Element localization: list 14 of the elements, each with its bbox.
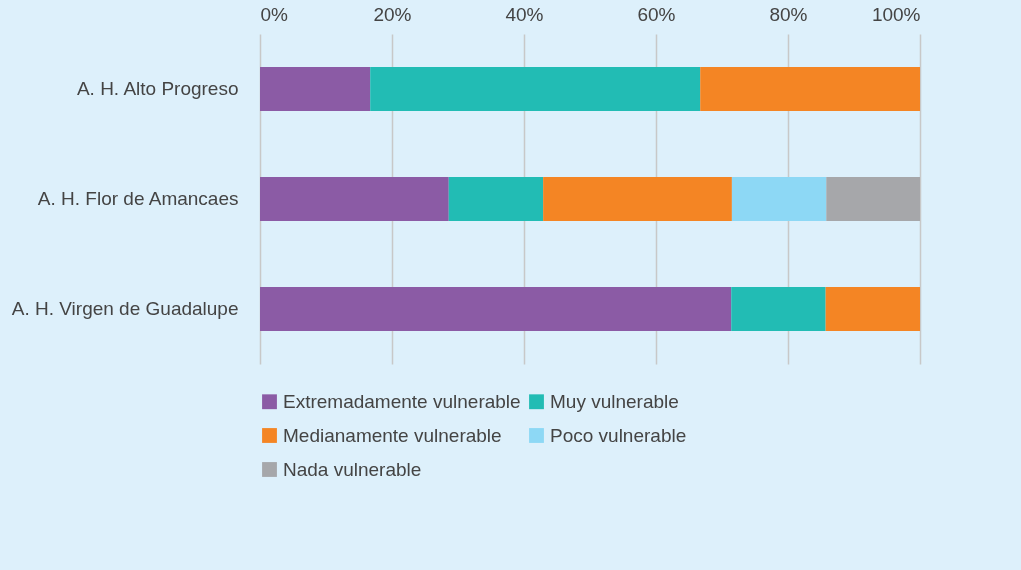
x-tick-label: 100% xyxy=(871,3,921,25)
y-tick-label: A. H. Alto Progreso xyxy=(76,78,239,99)
legend-label: Medianamente vulnerable xyxy=(283,424,502,446)
x-tick-label: 80% xyxy=(769,3,808,25)
y-tick-label: A. H. Flor de Amancaes xyxy=(37,188,239,209)
x-tick-label: 60% xyxy=(637,3,676,25)
x-tick-label: 40% xyxy=(505,3,544,25)
legend-label: Poco vulnerable xyxy=(550,424,687,446)
y-tick-label: A. H. Virgen de Guadalupe xyxy=(11,298,239,319)
legend-label: Extremadamente vulnerable xyxy=(283,390,521,412)
legend-label: Nada vulnerable xyxy=(283,458,422,480)
x-tick-label: 0% xyxy=(260,3,289,25)
x-tick-label: 20% xyxy=(373,3,412,25)
legend-label: Muy vulnerable xyxy=(550,390,679,412)
